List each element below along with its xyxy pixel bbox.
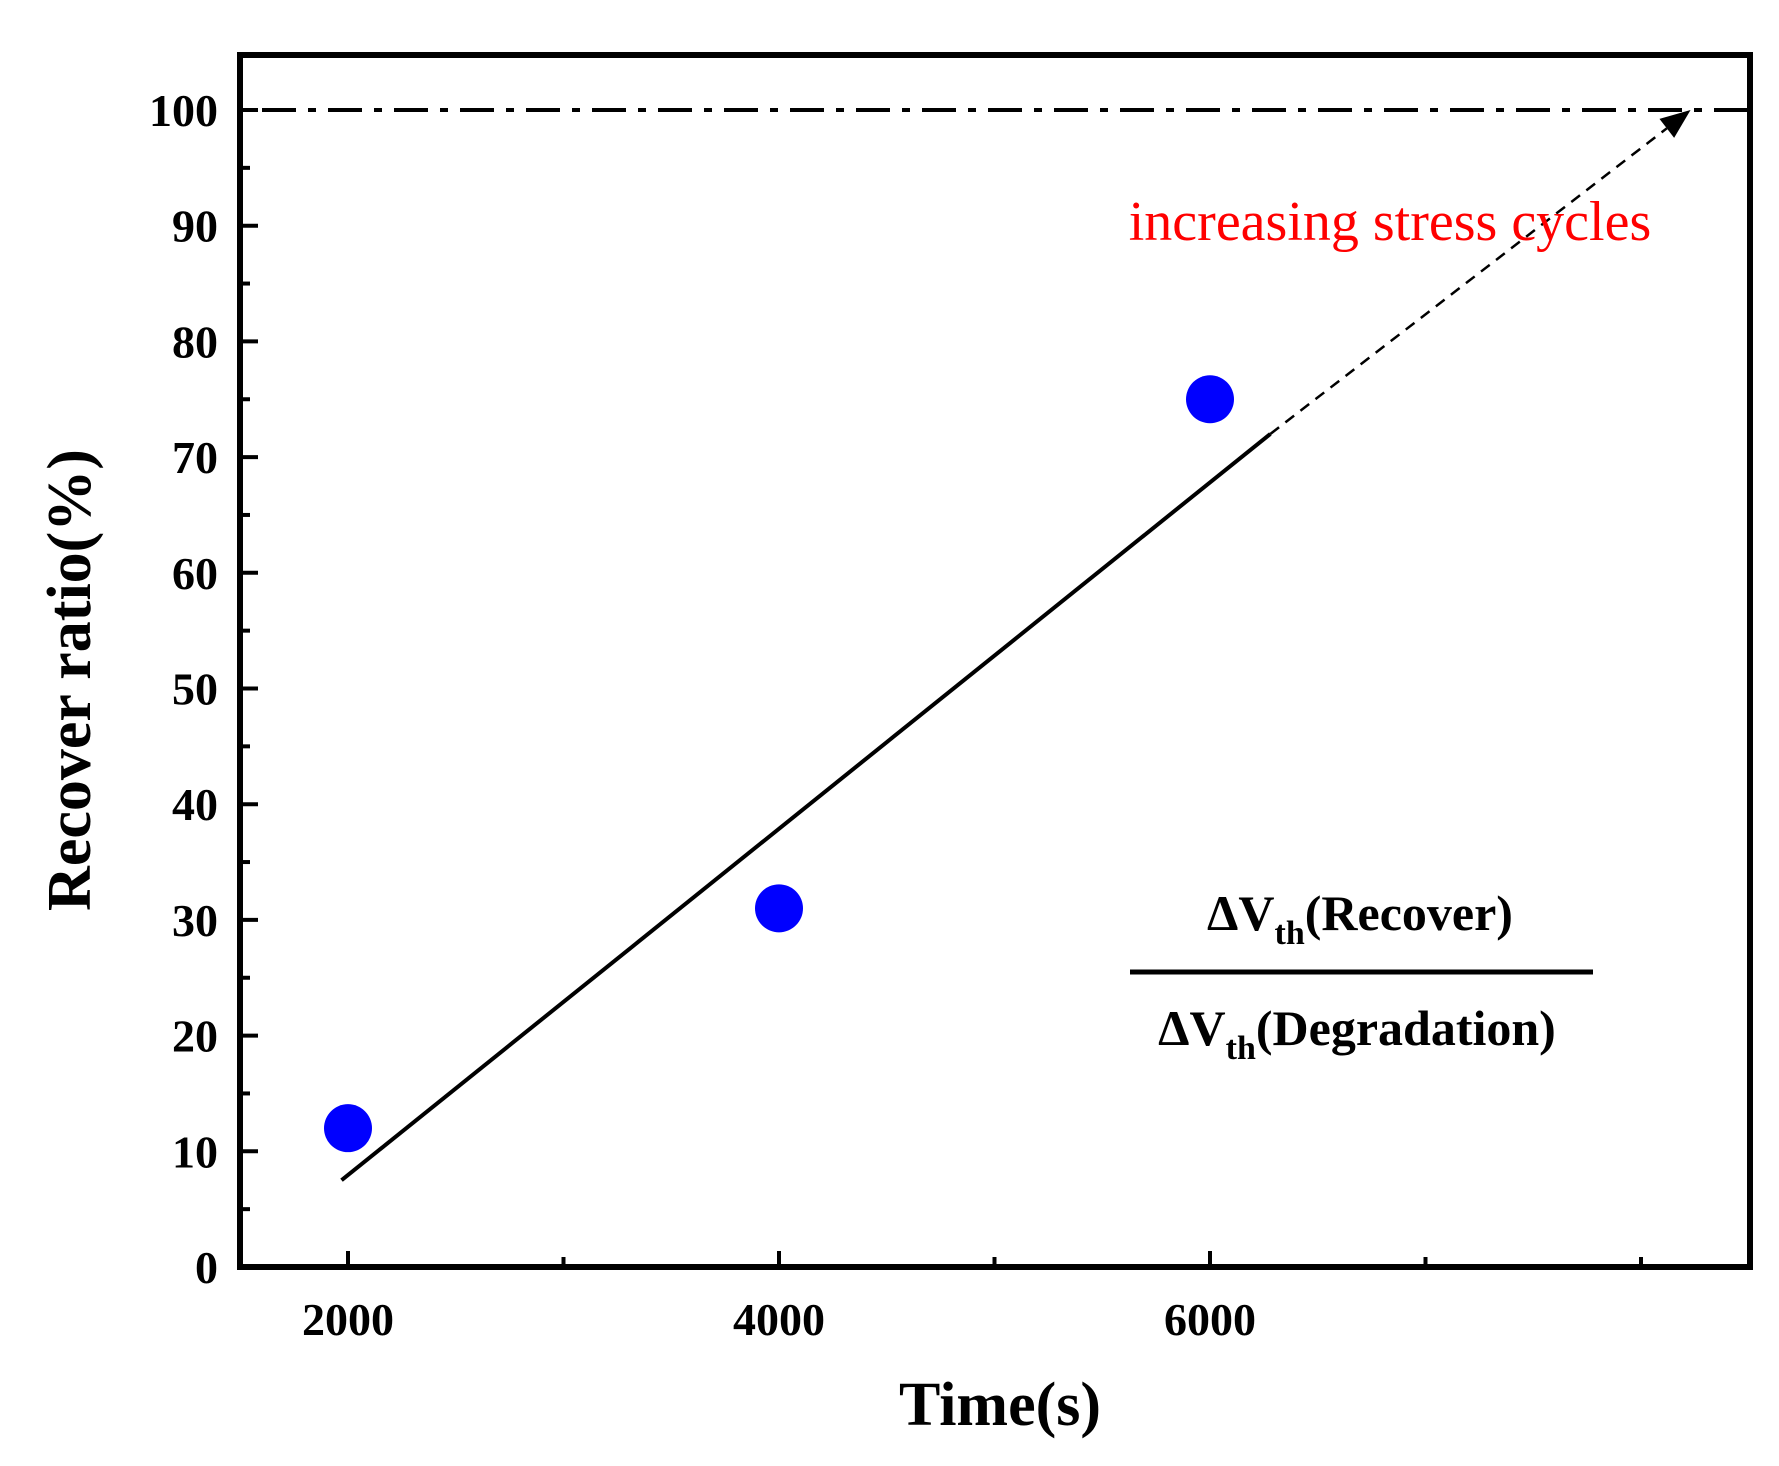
data-point [324, 1104, 372, 1153]
numerator-symbol: ΔV [1207, 885, 1274, 941]
recover-ratio-formula: ΔVth(Recover) ΔVth(Degradation) [1130, 885, 1593, 1067]
y-tick-label: 70 [172, 432, 218, 483]
x-tick-label: 6000 [1164, 1294, 1256, 1345]
x-tick-label: 2000 [302, 1294, 394, 1345]
y-tick-label: 100 [149, 85, 218, 136]
x-axis-title: Time(s) [899, 1371, 1101, 1439]
stress-cycles-annotation: increasing stress cycles [1129, 191, 1651, 253]
y-tick-label: 20 [172, 1011, 218, 1062]
y-axis-ticks: 0 10 20 30 40 50 60 70 80 90 100 [149, 85, 258, 1293]
y-tick-label: 40 [172, 779, 218, 830]
formula-numerator: ΔVth(Recover) [1207, 885, 1513, 952]
y-tick-label: 10 [172, 1126, 218, 1177]
formula-denominator: ΔVth(Degradation) [1158, 1000, 1556, 1067]
data-point [755, 884, 803, 933]
denominator-text: (Degradation) [1256, 1000, 1556, 1056]
y-axis-title: Recover ratio(%) [36, 449, 104, 911]
numerator-text: (Recover) [1305, 885, 1513, 941]
x-tick-label: 4000 [733, 1294, 825, 1345]
denominator-symbol: ΔV [1158, 1000, 1225, 1056]
y-tick-label: 80 [172, 316, 218, 367]
data-points [324, 375, 1234, 1153]
trend-arrow-head [1659, 110, 1691, 138]
y-tick-label: 0 [195, 1242, 218, 1293]
denominator-subscript: th [1226, 1030, 1256, 1067]
numerator-subscript: th [1275, 915, 1305, 952]
linear-fit-line [340, 432, 1272, 1182]
x-axis-ticks: 2000 4000 6000 [302, 1251, 1643, 1345]
y-tick-label: 60 [172, 548, 218, 599]
y-tick-label: 90 [172, 201, 218, 252]
y-tick-label: 30 [172, 895, 218, 946]
trend-arrow-line [1269, 127, 1668, 435]
y-tick-label: 50 [172, 664, 218, 715]
data-point [1186, 375, 1234, 424]
